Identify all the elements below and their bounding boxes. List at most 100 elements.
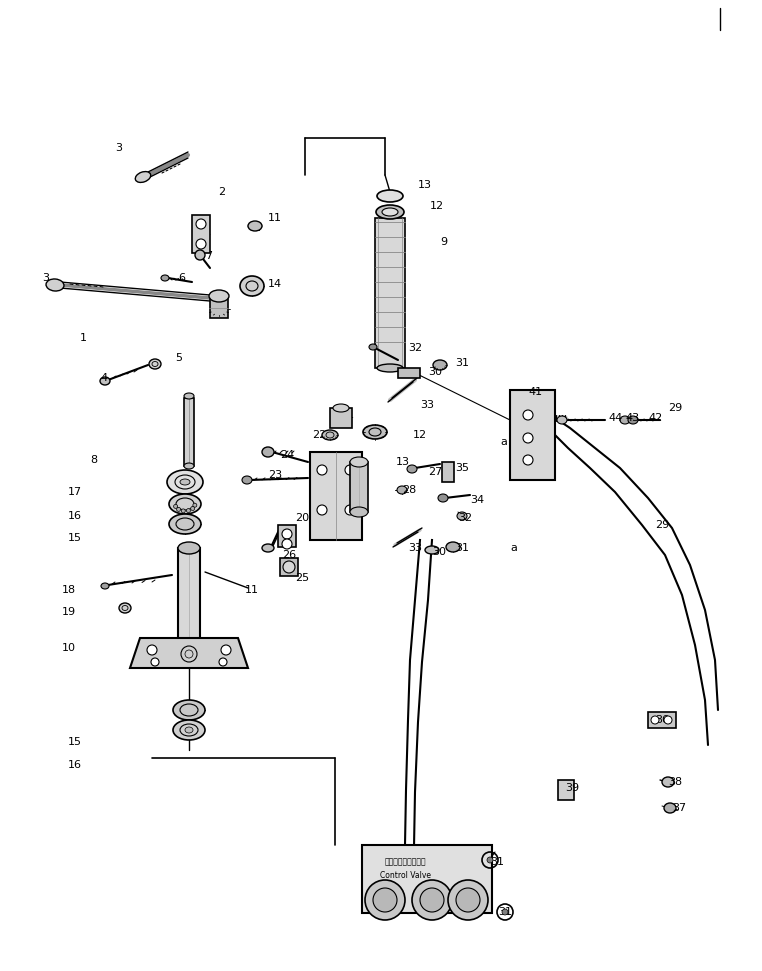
Circle shape [373, 888, 397, 912]
Ellipse shape [184, 463, 194, 469]
Bar [210, 296, 228, 318]
Bar [510, 390, 555, 480]
Text: 21: 21 [340, 410, 354, 420]
Bar [362, 845, 492, 913]
Ellipse shape [425, 546, 439, 554]
Ellipse shape [119, 603, 131, 613]
Text: 30: 30 [432, 547, 446, 557]
Text: 31: 31 [490, 857, 504, 867]
Circle shape [523, 455, 533, 465]
Bar [280, 558, 298, 576]
Text: 38: 38 [668, 777, 682, 787]
Circle shape [317, 465, 327, 475]
Text: 8: 8 [90, 455, 97, 465]
Circle shape [412, 880, 452, 920]
Text: a: a [500, 437, 507, 447]
Ellipse shape [180, 479, 190, 485]
Circle shape [420, 888, 444, 912]
Text: 12: 12 [430, 201, 444, 211]
Ellipse shape [185, 727, 193, 733]
Ellipse shape [240, 276, 264, 296]
Circle shape [219, 658, 227, 666]
Ellipse shape [262, 544, 274, 552]
Ellipse shape [167, 470, 203, 494]
Text: 36: 36 [655, 715, 669, 725]
Ellipse shape [242, 476, 252, 484]
Text: 9: 9 [440, 237, 447, 247]
Text: 31: 31 [498, 907, 512, 917]
Circle shape [523, 433, 533, 443]
Circle shape [282, 529, 292, 539]
Polygon shape [130, 638, 248, 668]
Ellipse shape [169, 494, 201, 514]
Ellipse shape [149, 359, 161, 369]
Text: 4: 4 [100, 373, 107, 383]
Ellipse shape [173, 720, 205, 740]
Text: 43: 43 [625, 413, 639, 423]
Circle shape [283, 561, 295, 573]
Ellipse shape [382, 208, 398, 216]
Text: 44: 44 [608, 413, 623, 423]
Text: 11: 11 [268, 213, 282, 223]
Ellipse shape [376, 205, 404, 219]
Circle shape [345, 505, 355, 515]
Ellipse shape [178, 542, 200, 554]
Text: 2: 2 [218, 187, 225, 197]
Text: 32: 32 [458, 513, 472, 523]
Bar [178, 548, 200, 648]
Text: 15: 15 [68, 737, 82, 747]
Bar [184, 398, 194, 466]
Text: 12: 12 [413, 430, 427, 440]
Circle shape [196, 219, 206, 229]
Ellipse shape [209, 290, 229, 302]
Circle shape [664, 716, 672, 724]
Text: a: a [510, 543, 517, 553]
Bar [278, 525, 296, 547]
Ellipse shape [46, 279, 64, 291]
Text: 7: 7 [205, 251, 212, 261]
Text: 27: 27 [428, 467, 442, 477]
Text: 31: 31 [455, 543, 469, 553]
Text: 5: 5 [175, 353, 182, 363]
Text: 13: 13 [418, 180, 432, 190]
Text: 6: 6 [178, 273, 185, 283]
Ellipse shape [377, 190, 403, 202]
Text: 10: 10 [62, 643, 76, 653]
Ellipse shape [184, 393, 194, 399]
Bar [330, 408, 352, 428]
Circle shape [456, 888, 480, 912]
Text: 33: 33 [420, 400, 434, 410]
Text: 23: 23 [268, 470, 282, 480]
Text: 26: 26 [282, 550, 296, 560]
Ellipse shape [369, 344, 377, 350]
Ellipse shape [620, 416, 630, 424]
Ellipse shape [377, 364, 403, 372]
Circle shape [187, 509, 190, 513]
Circle shape [317, 505, 327, 515]
Text: 33: 33 [408, 543, 422, 553]
Text: 16: 16 [68, 760, 82, 770]
Text: 34: 34 [470, 495, 484, 505]
Text: 29: 29 [668, 403, 682, 413]
Ellipse shape [438, 494, 448, 502]
Circle shape [487, 857, 493, 863]
Ellipse shape [407, 465, 417, 473]
Text: 37: 37 [672, 803, 686, 813]
Text: 15: 15 [68, 533, 82, 543]
Bar [648, 712, 676, 728]
Circle shape [282, 539, 292, 549]
Circle shape [221, 645, 231, 655]
Circle shape [523, 410, 533, 420]
Circle shape [147, 645, 157, 655]
Ellipse shape [173, 700, 205, 720]
Text: 31: 31 [455, 358, 469, 368]
Circle shape [365, 880, 405, 920]
Circle shape [502, 909, 508, 915]
Bar [192, 215, 210, 253]
Circle shape [181, 509, 185, 513]
Circle shape [196, 239, 206, 249]
Text: 41: 41 [528, 387, 542, 397]
Text: 39: 39 [565, 783, 579, 793]
Text: 28: 28 [402, 485, 416, 495]
Text: 32: 32 [408, 343, 422, 353]
